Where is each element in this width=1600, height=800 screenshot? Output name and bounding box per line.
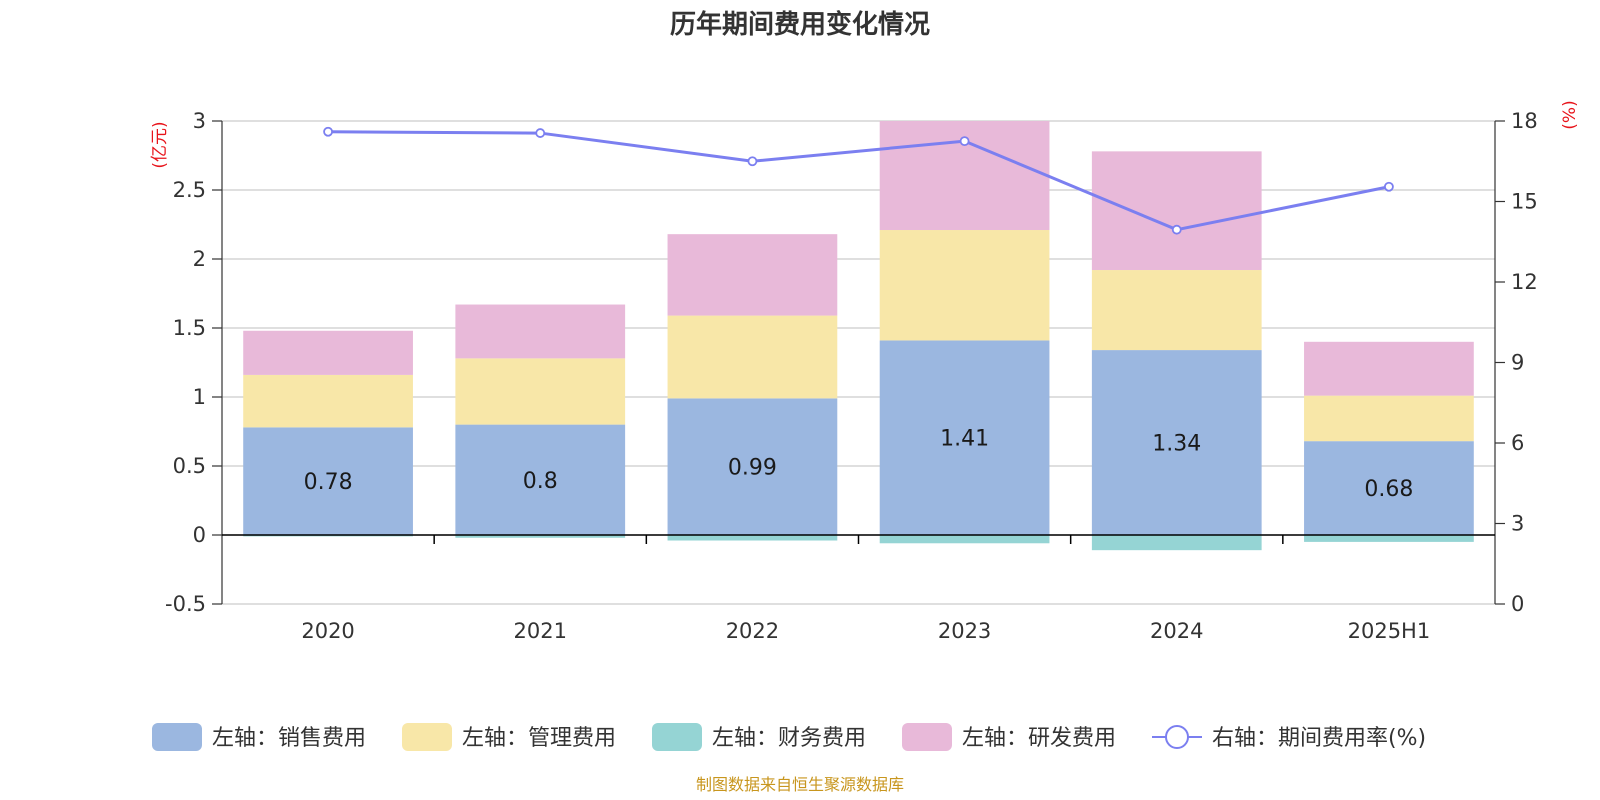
data-label: 0.78 [304,470,353,495]
data-label: 1.34 [1152,432,1201,457]
rate-point [535,128,546,138]
rate-line-path [328,130,1390,232]
bar-segment [455,424,626,535]
left-tick-label: 1.5 [173,316,206,340]
bar-segment [667,315,838,399]
right-tick-label: 15 [1511,190,1538,214]
right-tick-label: 12 [1511,270,1538,294]
rate-point [959,136,970,147]
data-label: 0.68 [1364,477,1413,502]
legend-label: 左轴：销售费用 [212,726,366,751]
legend-label: 左轴：研发费用 [962,726,1116,751]
legend: 左轴：销售费用 左轴：管理费用 左轴：财务费用 左轴：研发费用 右轴：期间费用率(%) [152,723,1426,751]
rate-line [323,126,1394,235]
left-tick-label: 1 [193,385,206,409]
data-labels: 0.78 0.8 0.99 1.41 1.34 0.68 [304,427,1414,502]
bar-segment [455,358,626,425]
bar-segment [667,398,838,535]
bar-segment [455,535,626,538]
legend-swatch [402,723,452,751]
left-tick-label: -0.5 [165,592,206,616]
bar-segment [1304,395,1474,442]
left-axis-unit: (亿元) [150,121,170,168]
x-tick-label: 2025H1 [1348,619,1431,643]
bar-segment [243,427,413,535]
bar-segment [879,230,1050,341]
source-note: 制图数据来自恒生聚源数据库 [696,775,904,794]
bar-segment [1091,350,1262,535]
chart-title: 历年期间费用变化情况 [670,9,930,40]
bar-segment [667,535,838,541]
bar-segment [879,535,1050,544]
left-tick-label: 3 [193,109,206,133]
x-tick-label: 2022 [726,619,779,643]
bar-segment [1091,151,1262,271]
right-tick-label: 9 [1511,351,1524,375]
data-label: 0.99 [728,456,777,481]
legend-swatch [152,723,202,751]
right-tick-label: 18 [1511,109,1538,133]
data-label: 0.8 [523,469,558,494]
left-tick-label: 2 [193,247,206,271]
data-label: 1.41 [940,427,989,452]
left-tick-label: 0 [193,523,206,547]
rate-point [747,156,758,167]
legend-marker [1165,725,1189,749]
bars [243,121,1474,551]
x-tick-label: 2021 [514,619,567,643]
bar-segment [1091,535,1262,551]
right-tick-label: 0 [1511,592,1524,616]
bar-segment [1091,270,1262,351]
bar-segment [243,374,413,428]
x-tick-label: 2024 [1150,619,1203,643]
right-tick-label: 3 [1511,512,1524,536]
legend-swatch [652,723,702,751]
legend-label: 左轴：管理费用 [462,726,616,751]
bar-segment [1304,441,1474,535]
left-tick-label: 0.5 [173,454,206,478]
x-tick-label: 2020 [301,619,354,643]
legend-label: 右轴：期间费用率(%) [1212,726,1426,751]
left-tick-label: 2.5 [173,178,206,202]
rate-point [323,126,333,137]
x-tick-label: 2023 [938,619,991,643]
legend-label: 左轴：财务费用 [712,726,866,751]
bar-segment [667,234,838,316]
rate-point [1384,181,1394,192]
bar-segment [1304,535,1474,542]
bar-segment [1304,341,1474,396]
axes: -0.5 0 0.5 1 1.5 2 2.5 3 0 3 6 9 12 15 18 2020 2021 2022 2… [165,109,1538,643]
right-axis-unit: (%) [1560,100,1580,129]
right-tick-label: 6 [1511,431,1524,455]
bar-segment [455,304,626,359]
bar-segment [243,330,413,375]
legend-swatch [902,723,952,751]
bar-segment [879,340,1050,535]
rate-point [1171,224,1182,235]
